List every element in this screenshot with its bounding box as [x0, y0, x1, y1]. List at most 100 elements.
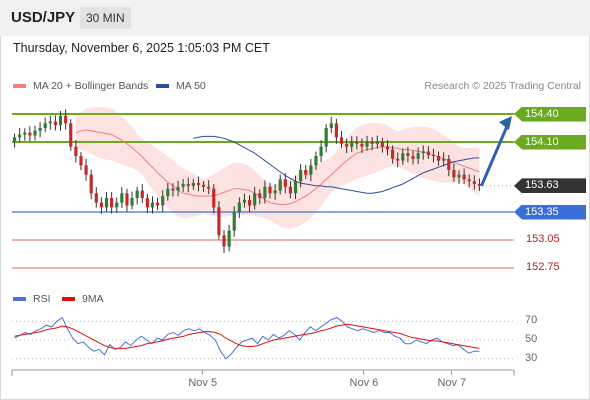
candle-body	[64, 115, 68, 124]
candle-body	[43, 123, 47, 128]
x-axis-label: Nov 5	[188, 377, 218, 389]
level-label: 153.05	[526, 233, 560, 245]
candle-body	[79, 156, 83, 166]
candle-body	[396, 158, 400, 161]
candle-body	[273, 190, 277, 194]
candle-body	[339, 137, 344, 144]
candle-body	[237, 202, 241, 212]
candle-body	[135, 190, 139, 198]
candle-body	[125, 193, 129, 206]
candle-body	[247, 199, 252, 206]
candle-body	[329, 123, 333, 128]
rsi-axis-label: 30	[525, 351, 538, 364]
candle-body	[304, 170, 308, 175]
candle-body	[186, 184, 190, 186]
candle-body	[253, 193, 257, 206]
ma20-swatch	[13, 84, 26, 88]
chart-header: USD/JPY 30 MIN	[0, 0, 590, 36]
candle-body	[314, 156, 318, 166]
rsi-line	[14, 316, 480, 360]
candle-body	[411, 156, 415, 159]
candle-body	[232, 212, 236, 231]
candle-body	[370, 142, 374, 144]
candle-body	[462, 174, 466, 180]
candle-body	[324, 128, 328, 147]
bollinger-band	[75, 107, 480, 229]
candle-body	[171, 188, 175, 191]
candle-body	[181, 184, 185, 187]
candle-body	[355, 142, 359, 144]
candle-body	[242, 199, 247, 203]
ma50-swatch	[156, 84, 169, 88]
forecast-arrow	[480, 123, 510, 187]
candle-body	[156, 202, 160, 206]
candle-body	[319, 146, 323, 156]
candle-body	[380, 142, 384, 147]
rsi-axis-label: 70	[525, 314, 538, 327]
candle-body	[258, 193, 262, 198]
candle-body	[288, 186, 293, 194]
timestamp: Thursday, November 6, 2025 1:05:03 PM CE…	[13, 41, 270, 55]
candle-body	[120, 193, 124, 203]
level-label: 154.10	[514, 134, 586, 150]
candle-body	[268, 186, 272, 194]
candle-body	[33, 130, 37, 136]
rsi-ma9-line	[14, 323, 480, 349]
candle-body	[94, 193, 98, 203]
candle-body	[217, 207, 221, 236]
candle-body	[140, 190, 144, 198]
legend-rsi: RSI	[13, 293, 51, 305]
candle-body	[350, 142, 354, 147]
candle-body	[84, 165, 88, 175]
candle-body	[227, 230, 231, 247]
candle-body	[176, 186, 180, 191]
candle-body	[161, 196, 165, 206]
candle-body	[477, 184, 482, 186]
candle-body	[89, 174, 93, 194]
x-axis-label: Nov 6	[349, 377, 379, 389]
candle-body	[23, 132, 27, 135]
candle-body	[12, 137, 17, 142]
candle-body	[69, 123, 73, 147]
candle-body	[18, 134, 22, 138]
timeframe-badge[interactable]: 30 MIN	[80, 7, 131, 29]
candle-body	[391, 149, 395, 159]
candle-body	[74, 146, 78, 156]
rsi-label: RSI	[33, 293, 51, 305]
candle-body	[472, 181, 476, 184]
candle-body	[309, 165, 313, 175]
candle-body	[421, 151, 425, 154]
ma20-label: MA 20 + Bollinger Bands	[33, 80, 149, 92]
ma9-label: 9MA	[82, 293, 104, 305]
candle-body	[406, 153, 410, 156]
rsi-axis-label: 50	[525, 333, 538, 345]
level-label: 153.35	[514, 204, 586, 220]
candle-body	[53, 121, 58, 126]
ma50-line	[193, 135, 480, 194]
candle-body	[334, 123, 338, 138]
candle-body	[426, 151, 430, 156]
forecast-arrowhead	[499, 116, 512, 130]
legend-ma9: 9MA	[62, 293, 104, 305]
symbol-label: USD/JPY	[11, 9, 76, 26]
candle-body	[201, 184, 206, 187]
candle-body	[278, 179, 282, 191]
candle-body	[375, 142, 379, 144]
candle-body	[457, 174, 461, 178]
candle-body	[360, 143, 364, 147]
candle-body	[299, 170, 303, 182]
candle-body	[401, 153, 405, 161]
candle-body	[467, 179, 471, 182]
candle-body	[212, 188, 216, 208]
candle-body	[191, 183, 195, 186]
candle-body	[48, 121, 52, 124]
candle-body	[104, 198, 109, 208]
candle-body	[283, 179, 287, 187]
candle-body	[58, 115, 63, 126]
ma9-swatch	[62, 297, 75, 301]
level-label: 154.40	[514, 106, 586, 122]
candle-body	[145, 198, 149, 208]
level-label: 152.75	[526, 261, 560, 273]
candle-body	[365, 142, 369, 147]
